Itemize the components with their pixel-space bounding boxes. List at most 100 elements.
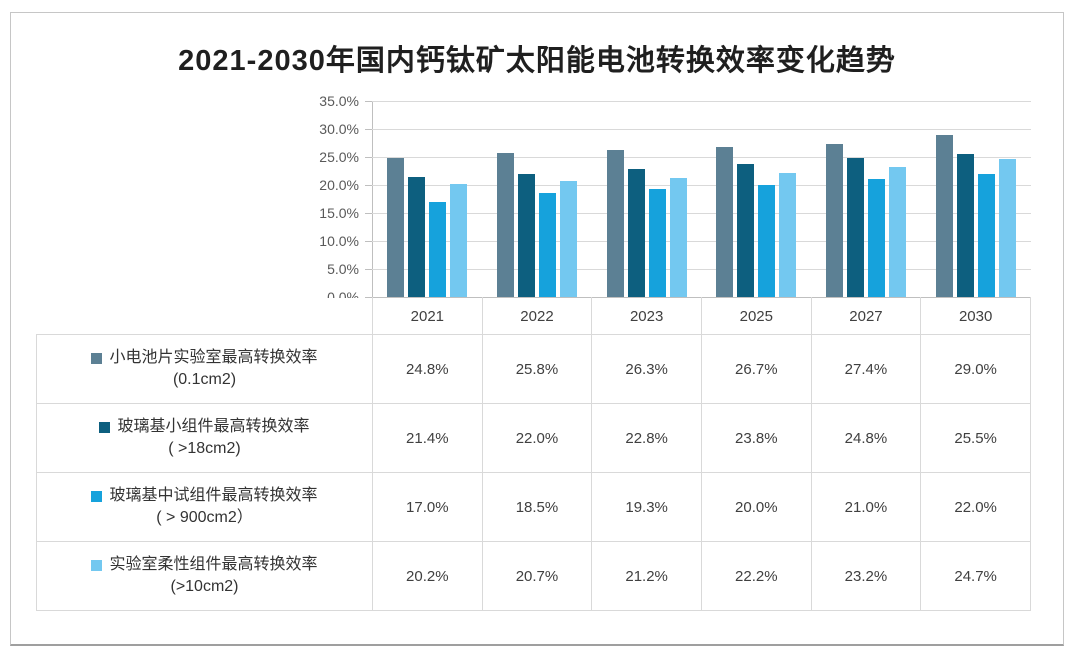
bar-group-2025	[701, 101, 811, 297]
table-row-series4: 实验室柔性组件最高转换效率 (>10cm2) 20.2% 20.7% 21.2% 22.2…	[36, 541, 1031, 611]
gridline	[372, 269, 1031, 270]
table-header-year-2021: 2021	[372, 297, 483, 335]
bar-series4-2023	[669, 178, 687, 297]
bar-series2-2022	[517, 173, 535, 297]
value-cell-series1-2023: 26.3%	[591, 334, 702, 404]
bar-series2-2023	[627, 169, 645, 297]
series-name: 实验室柔性组件最高转换效率	[109, 556, 318, 573]
value-cell-series4-2030: 24.7%	[920, 541, 1031, 611]
bars-layer	[372, 101, 1031, 297]
table-row-series3: 玻璃基中试组件最高转换效率( > 900cm2） 17.0% 18.5% 19.3% 2…	[36, 472, 1031, 542]
legend-swatch-icon	[91, 490, 103, 502]
value-cell-series3-2027: 21.0%	[810, 472, 922, 542]
bar-series1-2025	[716, 147, 734, 297]
table-header-row: 2021 2022 2023 2025 2027 2030	[36, 297, 1031, 335]
bar-group-2023	[592, 101, 702, 297]
value-cell-series2-2022: 22.0%	[481, 403, 593, 473]
y-axis-line	[372, 101, 373, 297]
y-axis-tick-mark	[365, 241, 372, 242]
bar-series4-2022	[559, 181, 577, 297]
gridline	[372, 241, 1031, 242]
table-header-year-2030: 2030	[920, 297, 1031, 335]
value-cell-series4-2023: 21.2%	[591, 541, 702, 611]
value-cell-series1-2025: 26.7%	[700, 334, 812, 404]
value-cell-series2-2023: 22.8%	[591, 403, 702, 473]
value-cell-series1-2027: 27.4%	[810, 334, 922, 404]
bar-group-2030	[921, 101, 1031, 297]
value-cell-series3-2022: 18.5%	[481, 472, 593, 542]
bar-series2-2021	[407, 177, 425, 297]
gridline	[372, 213, 1031, 214]
y-axis-tick-mark	[365, 157, 372, 158]
y-axis-tick-label: 5.0%	[327, 261, 359, 277]
value-cell-series3-2030: 22.0%	[920, 472, 1031, 542]
bar-group-2027	[811, 101, 921, 297]
bar-series1-2030	[936, 134, 954, 297]
value-cell-series2-2021: 21.4%	[372, 403, 483, 473]
bar-series4-2021	[449, 183, 467, 297]
table-row-series2: 玻璃基小组件最高转换效率 ( >18cm2) 21.4% 22.0% 22.8% 23.8…	[36, 403, 1031, 473]
gridline	[372, 129, 1031, 130]
y-axis-tick-label: 10.0%	[319, 233, 359, 249]
series-label-cell: 小电池片实验室最高转换效率 (0.1cm2)	[36, 334, 373, 404]
bar-series2-2030	[957, 154, 975, 297]
value-cell-series3-2025: 20.0%	[700, 472, 812, 542]
legend-swatch-icon	[91, 352, 103, 364]
value-cell-series2-2030: 25.5%	[920, 403, 1031, 473]
legend-swatch-icon	[91, 559, 103, 571]
bar-series3-2027	[868, 179, 886, 297]
table-header-year-2022: 2022	[481, 297, 593, 335]
bar-series1-2023	[606, 149, 624, 297]
series-label-cell: 玻璃基中试组件最高转换效率 ( > 900cm2）	[36, 472, 373, 542]
y-axis-tick-label: 35.0%	[319, 93, 359, 109]
chart-title: 2021-2030年国内钙钛矿太阳能电池转换效率变化趋势	[178, 45, 896, 77]
value-cell-series3-2023: 19.3%	[591, 472, 702, 542]
y-axis-tick-mark	[365, 129, 372, 130]
bar-series3-2030	[978, 173, 996, 297]
value-cell-series4-2021: 20.2%	[372, 541, 483, 611]
bar-series4-2027	[889, 167, 907, 297]
series-size-note: ( >18cm2)	[168, 440, 241, 457]
gridline	[372, 157, 1031, 158]
y-axis-tick-mark	[365, 269, 372, 270]
value-cell-series4-2022: 20.7%	[481, 541, 593, 611]
y-axis-tick-label: 25.0%	[319, 149, 359, 165]
value-cell-series4-2027: 23.2%	[810, 541, 922, 611]
plot-area	[372, 101, 1031, 297]
table-row-series1: 小电池片实验室最高转换效率 (0.1cm2) 24.8% 25.8% 26.3% 26.7…	[36, 334, 1031, 404]
bar-series1-2022	[496, 152, 514, 297]
y-axis-tick-label: 30.0%	[319, 121, 359, 137]
value-cell-series2-2025: 23.8%	[700, 403, 812, 473]
series-size-note: (>10cm2)	[170, 578, 239, 595]
bar-series1-2027	[826, 143, 844, 297]
bar-series3-2022	[538, 193, 556, 297]
data-table: 2021 2022 2023 2025 2027 2030 小电池片实验室最高转换效率 (0…	[36, 297, 1031, 611]
bar-series4-2030	[999, 158, 1017, 297]
legend-swatch-icon	[99, 421, 111, 433]
value-cell-series1-2030: 29.0%	[920, 334, 1031, 404]
series-name: 小电池片实验室最高转换效率	[109, 349, 318, 366]
y-axis-tick-mark	[365, 185, 372, 186]
bar-series3-2023	[648, 188, 666, 297]
series-label-cell: 实验室柔性组件最高转换效率 (>10cm2)	[36, 541, 373, 611]
bar-series4-2025	[779, 172, 797, 297]
y-axis-tick-label: 20.0%	[319, 177, 359, 193]
gridline	[372, 101, 1031, 102]
bar-series1-2021	[386, 158, 404, 297]
y-axis-tick-label: 15.0%	[319, 205, 359, 221]
bar-group-2021	[372, 101, 482, 297]
table-corner-cell	[36, 297, 373, 335]
series-size-note: (0.1cm2)	[172, 371, 237, 388]
gridline	[372, 185, 1031, 186]
y-axis-tick-mark	[365, 213, 372, 214]
value-cell-series4-2025: 22.2%	[700, 541, 812, 611]
value-cell-series3-2021: 17.0%	[372, 472, 483, 542]
bar-series3-2021	[428, 201, 446, 297]
series-name: 玻璃基小组件最高转换效率	[117, 418, 310, 435]
table-header-year-2023: 2023	[591, 297, 702, 335]
value-cell-series1-2022: 25.8%	[481, 334, 593, 404]
bar-series3-2025	[758, 185, 776, 297]
bar-group-2022	[482, 101, 592, 297]
value-cell-series1-2021: 24.8%	[372, 334, 483, 404]
